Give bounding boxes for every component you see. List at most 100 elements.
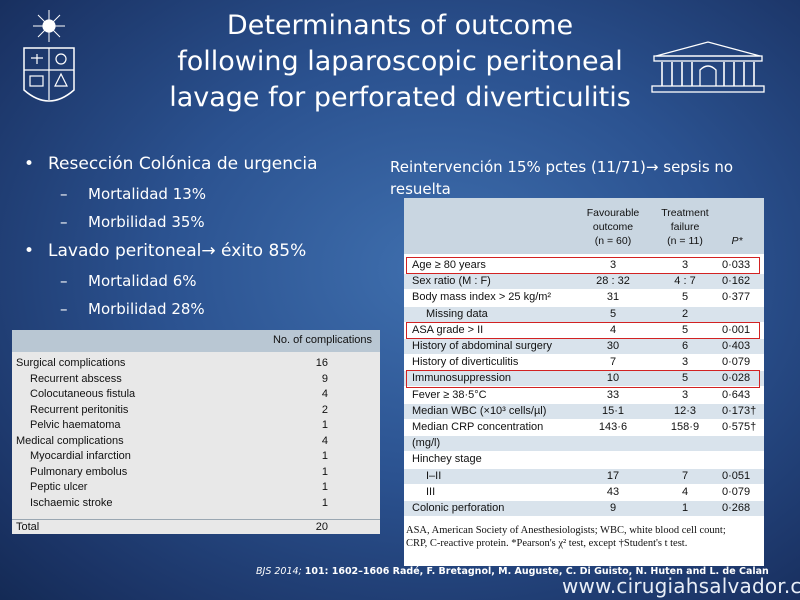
row-label: Median CRP concentration [412,421,544,433]
row-label: History of abdominal surgery [412,340,553,352]
slide-title: Determinants of outcome following laparo… [140,8,660,116]
table-row: Immunosuppression 10 5 0·028 [404,371,764,387]
sub-bullet-morbidity: Morbilidad 28% [22,298,382,320]
table-header: No. of complications [12,330,380,352]
failure-value: 5 [681,323,689,336]
favourable-value: 3 [609,259,617,271]
bullet-colonic-resection: Resección Colónica de urgencia [22,152,382,176]
row-value: 1 [321,450,328,462]
title-line-1: Determinants of outcome [226,10,574,41]
row-label: Immunosuppression [412,372,512,385]
row-value: 4 [321,388,328,400]
p-value: 0·079 [722,356,751,369]
row-label: Fever ≥ 38·5°C [412,388,487,401]
citation-journal: BJS 2014; [256,566,305,577]
p-value: 0·028 [722,372,751,385]
p-value: 0·001 [722,323,751,336]
table-row: Colocutaneous fistula 4 [12,387,380,403]
table-row: Missing data 5 2 [404,306,764,322]
favourable-value: 33 [606,388,620,401]
row-label: Colocutaneous fistula [30,388,136,400]
highlight-box [406,257,760,275]
failure-value: 5 [681,291,689,304]
row-label: Recurrent peritonitis [30,403,129,416]
note-text: sepsis no resuelta [390,158,734,198]
table-row: Pulmonary embolus 1 [12,465,380,481]
table-row: III 43 4 0·079 [404,485,764,500]
row-label: III [426,485,436,498]
table-row: History of diverticulitis 7 3 0·079 [404,355,764,370]
failure-value: 158·9 [670,421,700,433]
column-header-p: P* [731,235,743,247]
row-value: 1 [321,496,328,509]
p-value: 0·575† [722,421,757,433]
p-value: 0·643 [722,388,751,401]
row-label: Missing data [426,307,488,320]
table-row: History of abdominal surgery 30 6 0·403 [404,339,764,354]
header-line: Treatment [661,207,709,219]
table-row: I–II 17 7 0·051 [404,468,764,484]
row-value: 2 [321,403,328,416]
p-value: 0·377 [722,291,751,304]
favourable-value: 9 [609,502,617,514]
table-row: Peptic ulcer 1 [12,480,380,496]
failure-value: 3 [681,259,689,271]
failure-value: 3 [681,356,689,369]
arrow-icon: → [645,158,659,176]
arrow-icon: → [201,241,216,261]
complications-table: No. of complications Surgical complicati… [12,330,380,534]
row-label: History of diverticulitis [412,356,519,369]
failure-value: 7 [681,469,689,482]
p-value: 0·403 [722,340,751,352]
row-label: Medical complications [16,434,124,447]
table-row: Colonic perforation 9 1 0·268 [404,501,764,516]
hospital-building-logo [648,38,768,96]
failure-value: 1 [681,502,689,514]
bullet-peritoneal-lavage: Lavado peritoneal→ éxito 85% [22,239,382,263]
p-value: 0·162 [722,275,751,288]
sub-bullet-morbidity: Morbilidad 35% [22,211,382,233]
table-row: Surgical complications 16 [12,356,380,372]
row-label: Peptic ulcer [30,481,88,493]
table-row: Fever ≥ 38·5°C 33 3 0·643 [404,388,764,403]
table-row: Medical complications 4 [12,434,380,450]
p-value: 0·268 [722,502,751,514]
column-header-failure: Treatment failure (n = 11) [652,206,718,248]
failure-value: 6 [681,340,689,352]
row-value: 1 [321,481,328,493]
favourable-value: 30 [606,340,620,352]
row-label: Myocardial infarction [30,450,131,462]
failure-value: 3 [681,388,689,401]
table-header: Favourable outcome (n = 60) Treatment fa… [404,198,764,254]
outcome-table: Favourable outcome (n = 60) Treatment fa… [404,198,764,566]
favourable-value: 31 [606,291,620,304]
reintervention-note: Reintervención 15% pctes (11/71)→ sepsis… [390,156,780,200]
row-value: 1 [321,419,328,431]
bullet-text: éxito 85% [215,241,307,261]
table-row: Pelvic haematoma 1 [12,418,380,434]
row-label: Colonic perforation [412,502,505,514]
row-label: Hinchey stage [412,453,482,466]
row-label: Median WBC (×10³ cells/µl) [412,404,547,417]
failure-value: 4 : 7 [674,275,696,288]
row-label: Ischaemic stroke [30,496,113,509]
table-row: Median WBC (×10³ cells/µl) 15·1 12·3 0·173† [404,403,764,419]
sub-bullet-mortality: Mortalidad 13% [22,183,382,205]
favourable-value: 15·1 [601,404,625,417]
table-row: Age ≥ 80 years 3 3 0·033 [404,258,764,273]
row-value: 16 [315,357,328,369]
row-label: (mg/l) [412,437,441,450]
bullet-list: Resección Colónica de urgencia Mortalida… [22,152,382,326]
p-value: 0·033 [722,259,751,271]
row-label: ASA grade > II [412,323,484,336]
favourable-value: 10 [606,372,620,385]
failure-value: 5 [681,372,689,385]
table-row: Body mass index > 25 kg/m² 31 5 0·377 [404,290,764,305]
p-value: 0·051 [722,469,751,482]
row-label: Recurrent abscess [30,372,122,385]
favourable-value: 5 [609,307,617,320]
row-label: Sex ratio (M : F) [412,275,491,288]
table-row: Ischaemic stroke 1 [12,496,380,512]
table-row: Recurrent abscess 9 [12,372,380,388]
row-label: Pulmonary embolus [30,465,128,478]
